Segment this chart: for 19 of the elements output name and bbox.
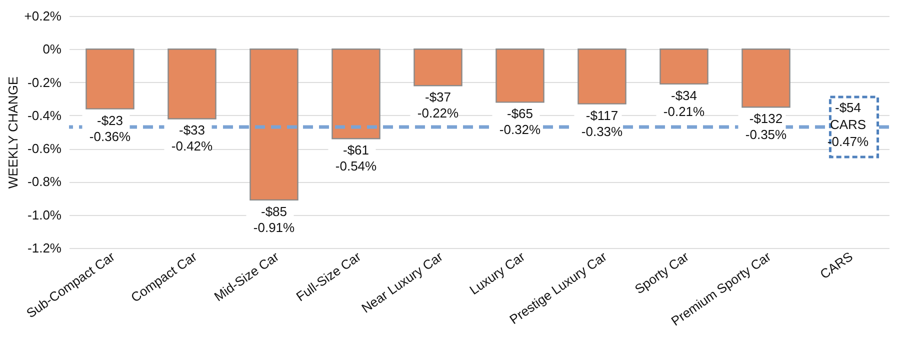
data-label: -$65 -0.32%	[499, 106, 542, 138]
data-label: -$132 -0.35%	[745, 111, 788, 142]
data-label: -$33 -0.42%	[171, 122, 214, 154]
y-tick-label: -1.2%	[28, 240, 62, 256]
y-tick-label: -0.2%	[28, 74, 62, 90]
data-label: -$117 -0.33%	[581, 108, 624, 139]
data-label: -$85 -0.91%	[253, 204, 296, 235]
y-axis-title: WEEKLY CHANGE	[5, 76, 20, 189]
y-tick-label: -0.4%	[28, 108, 62, 123]
y-tick-label: +0.2%	[24, 8, 62, 24]
y-tick-label: -0.8%	[28, 174, 62, 190]
y-tick-label: -0.6%	[28, 141, 62, 156]
data-label: -$34 -0.21%	[663, 88, 706, 119]
y-tick-label: 0%	[42, 42, 62, 57]
y-tick-label: -1.0%	[28, 207, 62, 222]
ref-line-label: -$54 CARS -0.47%	[827, 100, 870, 150]
data-label: -$23 -0.36%	[89, 112, 132, 144]
data-label: -$61 -0.54%	[335, 142, 378, 174]
data-label: -$37 -0.22%	[417, 90, 460, 121]
